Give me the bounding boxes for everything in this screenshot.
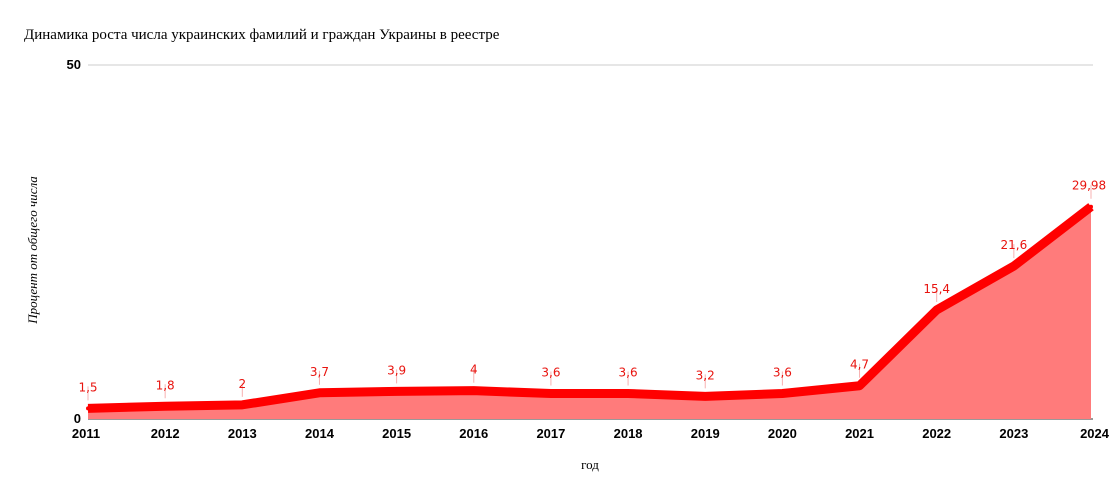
- data-point: [548, 391, 553, 396]
- y-tick-labels: 0 50: [67, 57, 81, 426]
- x-tick-label: 2018: [614, 426, 643, 441]
- x-tick-label: 2011: [72, 426, 100, 441]
- x-tick-label: 2012: [151, 426, 180, 441]
- x-tick-label: 2017: [536, 426, 565, 441]
- data-point: [703, 394, 708, 399]
- data-label: 4,7: [850, 358, 869, 372]
- data-point: [240, 402, 245, 407]
- chart-title: Динамика роста числа украинских фамилий …: [24, 27, 500, 43]
- x-tick-label: 2019: [691, 426, 720, 441]
- data-point: [780, 391, 785, 396]
- data-label: 15,4: [923, 282, 950, 296]
- area-layer: [88, 206, 1091, 419]
- data-point: [1011, 264, 1016, 269]
- data-label: 21,6: [1000, 238, 1027, 252]
- data-point: [934, 307, 939, 312]
- data-labels-layer: 1,5 1,8 2 3,7 3,9 4 3,6 3,6 3,2 3,6 4,7 15,4 21,6 29,…: [78, 179, 1106, 395]
- y-axis-label: Процент от общего числа: [25, 176, 40, 325]
- x-tick-label: 2021: [845, 426, 874, 441]
- series-line: [87, 203, 1094, 413]
- y-tick-label: 50: [67, 57, 81, 72]
- data-label: 2: [238, 377, 246, 391]
- data-label: 1,8: [156, 378, 175, 392]
- data-label: 3,6: [541, 366, 560, 380]
- data-point: [626, 391, 631, 396]
- x-tick-label: 2014: [305, 426, 335, 441]
- x-tick-labels: 2011 2012 2013 2014 2015 2016 2017 2018 2019 2020…: [72, 426, 1110, 441]
- data-point: [86, 406, 90, 411]
- x-tick-label: 2023: [999, 426, 1028, 441]
- area-fill: [88, 206, 1091, 419]
- data-label: 4: [470, 363, 478, 377]
- data-label: 3,6: [773, 366, 792, 380]
- data-point: [394, 389, 399, 394]
- line-layer: [86, 184, 1094, 413]
- data-point: [163, 404, 168, 409]
- data-label: 29,98: [1072, 179, 1106, 193]
- data-label: 3,2: [696, 368, 715, 382]
- x-tick-label: 2015: [382, 426, 411, 441]
- x-tick-label: 2024: [1080, 426, 1110, 441]
- data-label: 1,5: [78, 380, 97, 394]
- x-axis-label: год: [581, 457, 599, 472]
- x-tick-label: 2022: [922, 426, 951, 441]
- y-tick-label: 0: [74, 411, 81, 426]
- data-label: 3,9: [387, 363, 406, 377]
- data-label: 3,6: [619, 366, 638, 380]
- x-tick-label: 2020: [768, 426, 797, 441]
- data-label: 3,7: [310, 365, 329, 379]
- x-tick-label: 2016: [459, 426, 488, 441]
- data-point: [857, 383, 862, 388]
- data-point: [1089, 204, 1093, 209]
- x-tick-label: 2013: [228, 426, 257, 441]
- data-point: [317, 390, 322, 395]
- data-point: [471, 388, 476, 393]
